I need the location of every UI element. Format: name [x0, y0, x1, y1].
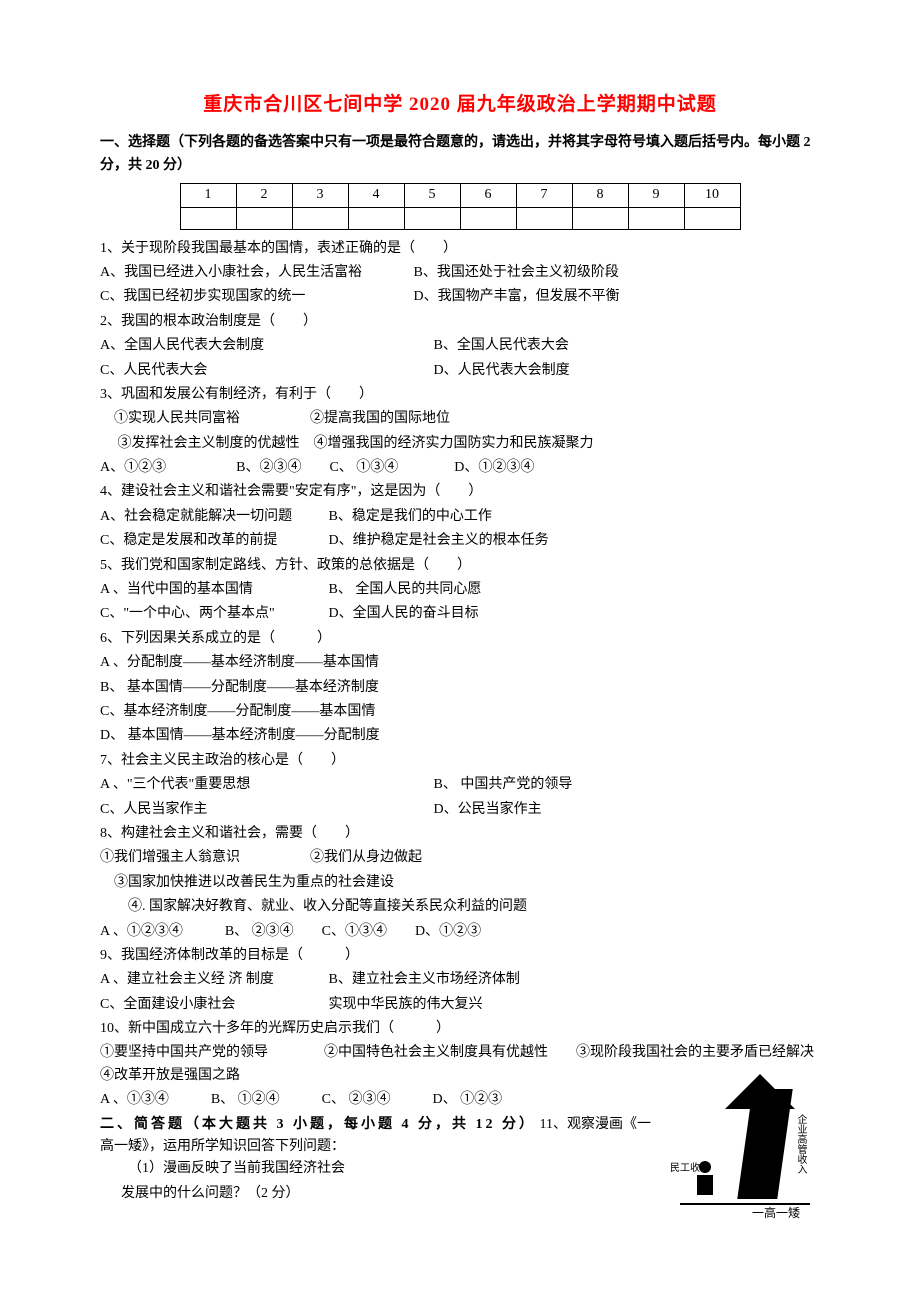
- q7-c: C、人民当家作主: [100, 799, 430, 821]
- th: 10: [684, 184, 740, 207]
- th: 7: [516, 184, 572, 207]
- q9-stem: 9、我国经济体制改革的目标是（ ）: [100, 945, 820, 967]
- q6-d: D、 基本国情——基本经济制度——分配制度: [100, 725, 820, 747]
- td: [236, 207, 292, 229]
- q4-stem: 4、建设社会主义和谐社会需要"安定有序"，这是因为（ ）: [100, 481, 820, 503]
- q6-stem: 6、下列因果关系成立的是（ ）: [100, 628, 820, 650]
- q1-a: A、我国已经进入小康社会，人民生活富裕: [100, 262, 410, 284]
- q6-a: A 、分配制度——基本经济制度——基本国情: [100, 652, 820, 674]
- q2-d: D、人民代表大会制度: [434, 360, 570, 382]
- th: 6: [460, 184, 516, 207]
- th: 2: [236, 184, 292, 207]
- section2-header: 二、简答题（本大题共 3 小题，每小题 4 分，共 12 分）: [100, 1117, 536, 1132]
- q5-row1: A 、当代中国的基本国情 B、 全国人民的共同心愿: [100, 579, 820, 601]
- q5-stem: 5、我们党和国家制定路线、方针、政策的总依据是（ ）: [100, 555, 820, 577]
- document-title: 重庆市合川区七间中学 2020 届九年级政治上学期期中试题: [100, 90, 820, 120]
- th: 9: [628, 184, 684, 207]
- q3-line2: ③发挥社会主义制度的优越性 ④增强我国的经济实力国防实力和民族凝聚力: [100, 433, 820, 455]
- q3-opts: A、①②③ B、②③④ C、 ①③④ D、①②③④: [100, 457, 820, 479]
- q9-row1: A 、建立社会主义经 济 制度 B、建立社会主义市场经济体制: [100, 969, 820, 991]
- td: [404, 207, 460, 229]
- q2-row2: C、人民代表大会 D、人民代表大会制度: [100, 360, 820, 382]
- td: [180, 207, 236, 229]
- q8-line3: ④. 国家解决好教育、就业、收入分配等直接关系民众利益的问题: [100, 896, 820, 918]
- q1-row1: A、我国已经进入小康社会，人民生活富裕 B、我国还处于社会主义初级阶段: [100, 262, 820, 284]
- q2-b: B、全国人民代表大会: [434, 335, 569, 357]
- q7-d: D、公民当家作主: [434, 799, 542, 821]
- q4-row2: C、稳定是发展和改革的前提 D、维护稳定是社会主义的根本任务: [100, 530, 820, 552]
- th: 8: [572, 184, 628, 207]
- q5-d: D、全国人民的奋斗目标: [329, 603, 479, 625]
- q3-line1: ①实现人民共同富裕 ②提高我国的国际地位: [100, 408, 820, 430]
- answer-table: 1 2 3 4 5 6 7 8 9 10: [180, 183, 741, 229]
- q8-stem: 8、构建社会主义和谐社会，需要（ ）: [100, 823, 820, 845]
- q1-b: B、我国还处于社会主义初级阶段: [414, 262, 619, 284]
- q9-c: C、全面建设小康社会: [100, 994, 325, 1016]
- q2-stem: 2、我国的根本政治制度是（ ）: [100, 311, 820, 333]
- q2-row1: A、全国人民代表大会制度 B、全国人民代表大会: [100, 335, 820, 357]
- q9-row2: C、全面建设小康社会 实现中华民族的伟大复兴: [100, 994, 820, 1016]
- q7-a: A 、"三个代表"重要思想: [100, 774, 430, 796]
- q9-b: B、建立社会主义市场经济体制: [329, 969, 520, 991]
- q2-c: C、人民代表大会: [100, 360, 430, 382]
- q8-opts: A 、①②③④ B、 ②③④ C、①③④ D、①②③: [100, 921, 820, 943]
- q1-row2: C、我国已经初步实现国家的统一 D、我国物产丰富，但发展不平衡: [100, 286, 820, 308]
- cartoon-caption: 一高一矮: [752, 1204, 800, 1223]
- q7-row2: C、人民当家作主 D、公民当家作主: [100, 799, 820, 821]
- q1-d: D、我国物产丰富，但发展不平衡: [414, 286, 620, 308]
- q7-stem: 7、社会主义民主政治的核心是（ ）: [100, 750, 820, 772]
- q8-line2: ③国家加快推进以改善民生为重点的社会建设: [100, 872, 820, 894]
- q5-b: B、 全国人民的共同心愿: [329, 579, 482, 601]
- q7-row1: A 、"三个代表"重要思想 B、 中国共产党的领导: [100, 774, 820, 796]
- q4-a: A、社会稳定就能解决一切问题: [100, 506, 325, 528]
- th: 1: [180, 184, 236, 207]
- q8-line1: ①我们增强主人翁意识 ②我们从身边做起: [100, 847, 820, 869]
- td: [292, 207, 348, 229]
- td: [516, 207, 572, 229]
- td: [460, 207, 516, 229]
- td: [628, 207, 684, 229]
- q6-b: B、 基本国情——分配制度——基本经济制度: [100, 677, 820, 699]
- q6-c: C、基本经济制度——分配制度——基本国情: [100, 701, 820, 723]
- q5-a: A 、当代中国的基本国情: [100, 579, 325, 601]
- q1-c: C、我国已经初步实现国家的统一: [100, 286, 410, 308]
- cartoon-image: 企业高管收入 民工收入 一高一矮: [670, 1079, 820, 1229]
- q5-row2: C、"一个中心、两个基本点" D、全国人民的奋斗目标: [100, 603, 820, 625]
- q4-c: C、稳定是发展和改革的前提: [100, 530, 325, 552]
- q3-stem: 3、巩固和发展公有制经济，有利于（ ）: [100, 384, 820, 406]
- q4-d: D、维护稳定是社会主义的根本任务: [329, 530, 549, 552]
- q4-b: B、稳定是我们的中心工作: [329, 506, 492, 528]
- table-answer-row: [180, 207, 740, 229]
- q9-d: 实现中华民族的伟大复兴: [329, 994, 483, 1016]
- cartoon-left-label: 民工收入: [670, 1161, 710, 1177]
- q10-stem: 10、新中国成立六十多年的光辉历史启示我们（ ）: [100, 1018, 820, 1040]
- q5-c: C、"一个中心、两个基本点": [100, 603, 325, 625]
- th: 3: [292, 184, 348, 207]
- q2-a: A、全国人民代表大会制度: [100, 335, 430, 357]
- th: 4: [348, 184, 404, 207]
- q4-row1: A、社会稳定就能解决一切问题 B、稳定是我们的中心工作: [100, 506, 820, 528]
- table-header-row: 1 2 3 4 5 6 7 8 9 10: [180, 184, 740, 207]
- td: [348, 207, 404, 229]
- section1-header: 一、选择题（下列各题的备选答案中只有一项是最符合题意的，请选出，并将其字母符号填…: [100, 132, 820, 177]
- td: [572, 207, 628, 229]
- q9-a: A 、建立社会主义经 济 制度: [100, 969, 325, 991]
- q7-b: B、 中国共产党的领导: [434, 774, 573, 796]
- q1-stem: 1、关于现阶段我国最基本的国情，表述正确的是（ ）: [100, 238, 820, 260]
- th: 5: [404, 184, 460, 207]
- cartoon-right-label: 企业高管收入: [792, 1114, 808, 1174]
- td: [684, 207, 740, 229]
